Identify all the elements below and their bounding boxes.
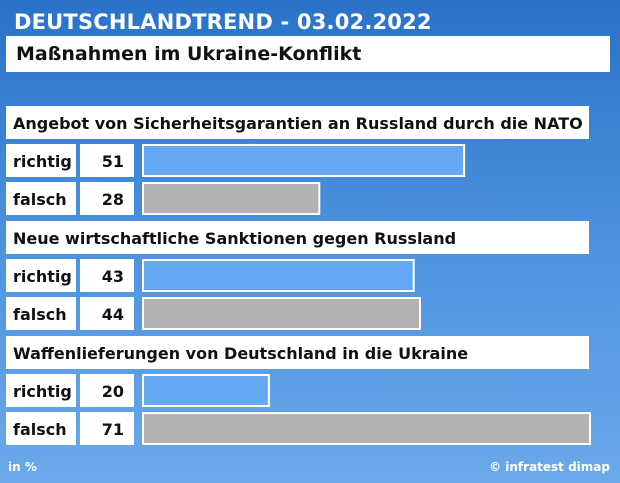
row-label: falsch [13, 190, 67, 209]
data-label: 51 [102, 152, 124, 171]
data-label: 28 [102, 190, 124, 209]
row-label: falsch [13, 420, 67, 439]
row-label-cell [6, 144, 76, 177]
row-label-cell [6, 259, 76, 292]
group-title: Neue wirtschaftliche Sanktionen gegen Ru… [13, 229, 456, 248]
data-label: 20 [102, 382, 124, 401]
chart-subtitle: Maßnahmen im Ukraine-Konflikt [16, 43, 362, 65]
bar-richtig [142, 144, 466, 177]
bar-falsch [142, 297, 421, 330]
group-title-box [6, 336, 589, 369]
value-cell [80, 412, 134, 445]
row-label: richtig [13, 382, 72, 401]
row-label: richtig [13, 267, 72, 286]
data-label: 44 [102, 305, 124, 324]
bar-falsch [142, 182, 321, 215]
row-label: falsch [13, 305, 67, 324]
group-title-box [6, 221, 589, 254]
group-title-box [6, 106, 589, 139]
value-cell [80, 144, 134, 177]
value-cell [80, 182, 134, 215]
data-label: 71 [102, 420, 124, 439]
value-cell [80, 374, 134, 407]
row-label-cell [6, 412, 76, 445]
bar-richtig [142, 259, 415, 292]
value-cell [80, 297, 134, 330]
row-label-cell [6, 374, 76, 407]
bar-richtig [142, 374, 270, 407]
subtitle-box: Maßnahmen im Ukraine-Konflikt [6, 36, 610, 72]
row-label-cell [6, 297, 76, 330]
row-label: richtig [13, 152, 72, 171]
header-bar: DEUTSCHLANDTREND - 03.02.2022 [6, 5, 610, 39]
group-title: Waffenlieferungen von Deutschland in die… [13, 344, 468, 363]
value-cell [80, 259, 134, 292]
bar-falsch [142, 412, 591, 445]
group-title: Angebot von Sicherheitsgarantien an Russ… [13, 114, 583, 133]
data-label: 43 [102, 267, 124, 286]
unit-note: in % [8, 460, 37, 474]
source-note: © infratest dimap [489, 460, 610, 474]
chart-title: DEUTSCHLANDTREND - 03.02.2022 [14, 10, 432, 34]
row-label-cell [6, 182, 76, 215]
